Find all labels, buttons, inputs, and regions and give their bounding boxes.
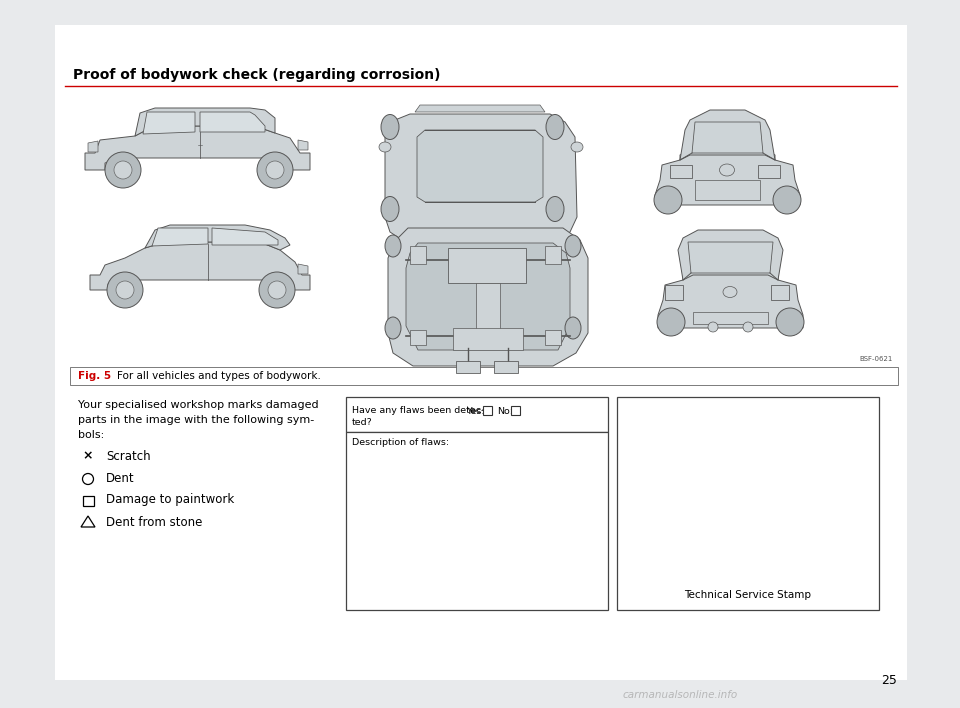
Polygon shape [665, 285, 683, 300]
Polygon shape [212, 228, 278, 245]
Bar [83, 496, 93, 506]
Bar [410, 330, 426, 345]
Bar [494, 361, 518, 373]
Polygon shape [771, 285, 789, 300]
Bar [545, 330, 561, 345]
Bar [346, 432, 608, 610]
Text: Description of flaws:: Description of flaws: [352, 438, 449, 447]
Circle shape [259, 272, 295, 308]
Text: Yes:: Yes: [466, 408, 485, 416]
Bar [70, 92, 898, 367]
Polygon shape [135, 108, 275, 136]
Polygon shape [678, 230, 783, 280]
Circle shape [266, 161, 284, 179]
Text: BSF-0621: BSF-0621 [859, 356, 893, 362]
Circle shape [105, 152, 141, 188]
Polygon shape [200, 112, 265, 132]
Ellipse shape [381, 197, 399, 222]
Ellipse shape [565, 317, 581, 339]
Text: Records: Records [454, 40, 508, 52]
Ellipse shape [379, 142, 391, 152]
Polygon shape [655, 147, 800, 205]
Text: ×: × [83, 450, 93, 462]
Text: parts in the image with the following sym-: parts in the image with the following sy… [78, 415, 314, 425]
Circle shape [773, 186, 801, 214]
Text: For all vehicles and types of bodywork.: For all vehicles and types of bodywork. [117, 371, 321, 381]
Text: Your specialised workshop marks damaged: Your specialised workshop marks damaged [78, 400, 319, 410]
Text: Fig. 5: Fig. 5 [78, 371, 111, 381]
Circle shape [657, 308, 685, 336]
Bar [448, 248, 526, 283]
Polygon shape [90, 242, 310, 290]
Bar [346, 397, 608, 432]
Text: Damage to paintwork: Damage to paintwork [106, 493, 234, 506]
Bar [410, 246, 426, 264]
Bar [693, 312, 768, 324]
Polygon shape [85, 126, 310, 170]
Polygon shape [298, 264, 308, 274]
Circle shape [708, 322, 718, 332]
Bar [483, 406, 492, 415]
Text: Dent from stone: Dent from stone [106, 515, 203, 528]
Polygon shape [692, 122, 763, 153]
Bar [617, 397, 879, 610]
Text: Have any flaws been detec-: Have any flaws been detec- [352, 406, 485, 415]
Ellipse shape [571, 142, 583, 152]
Text: 25: 25 [881, 673, 897, 687]
Ellipse shape [381, 115, 399, 139]
Polygon shape [152, 228, 208, 246]
Polygon shape [670, 165, 692, 178]
Text: Technical Service Stamp: Technical Service Stamp [684, 590, 811, 600]
Ellipse shape [719, 164, 734, 176]
Bar [70, 367, 898, 385]
Bar [55, 25, 907, 680]
Bar [476, 283, 500, 331]
Text: ted?: ted? [352, 418, 372, 427]
Bar [65, 67, 68, 84]
Polygon shape [298, 140, 308, 150]
Polygon shape [415, 105, 545, 112]
Ellipse shape [546, 197, 564, 222]
Bar [65, 35, 897, 57]
Polygon shape [388, 228, 588, 366]
Text: carmanualsonline.info: carmanualsonline.info [622, 690, 737, 700]
Polygon shape [658, 267, 803, 328]
Circle shape [116, 281, 134, 299]
Bar [453, 328, 523, 350]
Text: Dent: Dent [106, 472, 134, 484]
Bar [456, 361, 480, 373]
Polygon shape [143, 112, 195, 134]
Polygon shape [406, 243, 570, 350]
Text: bols:: bols: [78, 430, 105, 440]
Ellipse shape [565, 235, 581, 257]
Polygon shape [145, 225, 290, 250]
Circle shape [654, 186, 682, 214]
Polygon shape [88, 141, 98, 152]
Ellipse shape [723, 287, 737, 297]
Polygon shape [758, 165, 780, 178]
Bar [511, 406, 520, 415]
Bar [695, 180, 760, 200]
Circle shape [743, 322, 753, 332]
Circle shape [268, 281, 286, 299]
Polygon shape [385, 114, 577, 242]
Polygon shape [688, 242, 773, 273]
Text: No:: No: [497, 408, 513, 416]
Ellipse shape [385, 317, 401, 339]
Circle shape [257, 152, 293, 188]
Polygon shape [680, 110, 775, 160]
Circle shape [107, 272, 143, 308]
Text: Scratch: Scratch [106, 450, 151, 462]
Circle shape [776, 308, 804, 336]
Circle shape [114, 161, 132, 179]
Bar [545, 246, 561, 264]
Text: Proof of bodywork check (regarding corrosion): Proof of bodywork check (regarding corro… [73, 68, 441, 82]
Ellipse shape [385, 235, 401, 257]
Ellipse shape [546, 115, 564, 139]
Polygon shape [417, 130, 543, 202]
